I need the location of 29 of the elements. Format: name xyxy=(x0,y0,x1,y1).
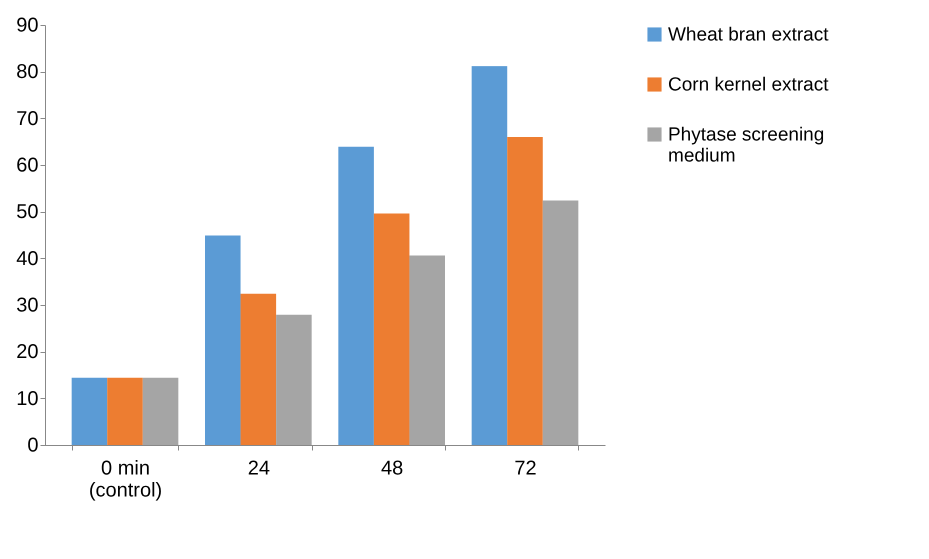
x-tick-label: 24 xyxy=(248,458,270,480)
legend-label: Phytase screening medium xyxy=(668,124,824,166)
legend-label: Wheat bran extract xyxy=(668,24,830,46)
x-tick-label: 48 xyxy=(381,458,404,480)
y-tick-label: 80 xyxy=(16,61,38,84)
x-tick-label: 72 xyxy=(514,458,537,480)
bar xyxy=(409,256,445,445)
bar xyxy=(107,378,143,445)
x-tick-label: 0 min (control) xyxy=(88,458,162,502)
y-tick-label: 60 xyxy=(16,154,38,176)
bar xyxy=(276,314,312,445)
y-tick-label: 50 xyxy=(16,201,38,224)
bar xyxy=(205,235,241,445)
bar xyxy=(507,137,543,445)
bar xyxy=(472,66,508,445)
y-tick-label: 0 xyxy=(27,434,38,456)
y-tick-label: 20 xyxy=(16,341,38,364)
legend-label: Corn kernel extract xyxy=(668,74,830,96)
y-tick-label: 70 xyxy=(16,108,38,130)
y-tick-label: 90 xyxy=(16,14,38,36)
y-tick-label: 30 xyxy=(16,294,38,316)
bar xyxy=(72,378,108,445)
bar xyxy=(374,214,410,445)
y-tick-label: 40 xyxy=(16,248,38,270)
bar xyxy=(142,378,178,445)
bar xyxy=(542,200,578,445)
bar xyxy=(338,146,374,445)
bar xyxy=(240,294,276,445)
y-tick-label: 10 xyxy=(16,388,38,410)
